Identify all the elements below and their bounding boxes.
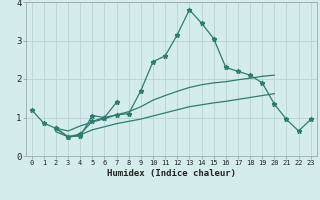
X-axis label: Humidex (Indice chaleur): Humidex (Indice chaleur) [107,169,236,178]
